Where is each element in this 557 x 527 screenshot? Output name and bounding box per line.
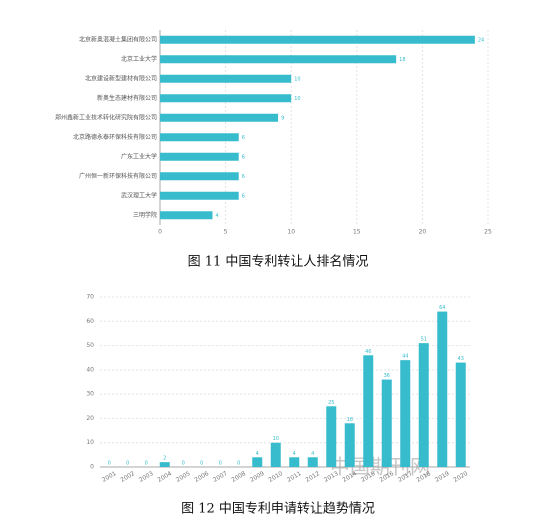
bar bbox=[160, 113, 279, 122]
x-tick-label: 2009 bbox=[249, 470, 266, 484]
x-tick-label: 2006 bbox=[193, 470, 210, 484]
value-label: 4 bbox=[256, 451, 259, 457]
value-label: 10 bbox=[294, 76, 300, 82]
value-label: 0 bbox=[108, 461, 111, 467]
y-tick-label: 新奥生态建材有限公司 bbox=[97, 94, 157, 102]
bar bbox=[160, 55, 397, 64]
bar bbox=[381, 379, 392, 467]
y-tick-label: 60 bbox=[86, 318, 94, 325]
bar bbox=[326, 406, 337, 467]
x-tick-label: 2001 bbox=[101, 470, 118, 484]
value-label: 4 bbox=[293, 451, 296, 457]
x-tick-label: 0 bbox=[158, 229, 162, 236]
x-tick-label: 2003 bbox=[138, 470, 155, 484]
y-tick-label: 武汉理工大学 bbox=[121, 191, 157, 199]
y-tick-label: 30 bbox=[86, 391, 94, 398]
value-label: 51 bbox=[421, 337, 427, 343]
y-tick-label: 40 bbox=[86, 366, 94, 373]
x-tick-label: 2007 bbox=[212, 470, 229, 484]
bar bbox=[344, 423, 355, 467]
y-tick-label: 北京工业大学 bbox=[121, 55, 157, 63]
x-tick-label: 2019 bbox=[434, 470, 451, 484]
bar bbox=[307, 457, 318, 467]
bar bbox=[363, 355, 374, 467]
value-label: 25 bbox=[328, 400, 334, 406]
value-label: 10 bbox=[273, 436, 279, 442]
x-tick-label: 25 bbox=[484, 229, 492, 236]
bar bbox=[160, 74, 292, 83]
value-label: 0 bbox=[237, 461, 240, 467]
bar bbox=[160, 152, 239, 161]
bar bbox=[270, 442, 281, 467]
y-tick-label: 20 bbox=[86, 415, 94, 422]
y-tick-label: 三明学院 bbox=[133, 211, 157, 219]
value-label: 24 bbox=[478, 37, 484, 43]
x-tick-label: 10 bbox=[287, 229, 295, 236]
bar bbox=[160, 133, 239, 142]
bar bbox=[252, 457, 263, 467]
value-label: 64 bbox=[439, 305, 445, 311]
x-tick-label: 15 bbox=[353, 229, 361, 236]
y-tick-label: 广东工业大学 bbox=[121, 152, 157, 160]
value-label: 0 bbox=[126, 461, 129, 467]
y-tick-label: 70 bbox=[86, 294, 94, 301]
value-label: 10 bbox=[294, 96, 300, 102]
bar bbox=[160, 35, 475, 44]
figure-caption: 图 11 中国专利转让人排名情况 bbox=[188, 254, 369, 270]
y-tick-label: 北京建设新型建材有限公司 bbox=[85, 74, 157, 82]
y-tick-label: 郑州鑫新工业技术转化研究院有限公司 bbox=[55, 113, 157, 121]
y-tick-label: 北京路德永泰环保科技有限公司 bbox=[73, 133, 157, 141]
y-tick-label: 10 bbox=[86, 439, 94, 446]
value-label: 4 bbox=[311, 451, 314, 457]
bar bbox=[418, 343, 429, 467]
x-tick-label: 2013 bbox=[323, 470, 340, 484]
value-label: 46 bbox=[365, 349, 371, 355]
bar bbox=[160, 94, 292, 103]
x-tick-label: 5 bbox=[224, 229, 228, 236]
x-tick-label: 2011 bbox=[286, 470, 303, 484]
value-label: 18 bbox=[347, 417, 353, 423]
value-label: 6 bbox=[242, 174, 245, 180]
value-label: 44 bbox=[402, 354, 408, 360]
bar bbox=[289, 457, 300, 467]
x-tick-label: 2012 bbox=[304, 470, 321, 484]
value-label: 2 bbox=[163, 456, 166, 462]
bar bbox=[160, 191, 239, 200]
value-label: 0 bbox=[182, 461, 185, 467]
bar bbox=[400, 360, 411, 467]
y-tick-label: 北京新奥混凝土集团有限公司 bbox=[79, 35, 157, 43]
x-tick-label: 2020 bbox=[452, 470, 469, 484]
value-label: 43 bbox=[458, 356, 464, 362]
value-label: 36 bbox=[384, 373, 390, 379]
value-label: 4 bbox=[215, 213, 218, 219]
x-tick-label: 2010 bbox=[267, 470, 284, 484]
value-label: 9 bbox=[281, 115, 284, 121]
x-tick-label: 20 bbox=[419, 229, 427, 236]
x-tick-label: 2005 bbox=[175, 470, 192, 484]
bar bbox=[160, 211, 213, 220]
y-tick-label: 广州恒一新环保科技有限公司 bbox=[79, 172, 157, 180]
value-label: 0 bbox=[145, 461, 148, 467]
value-label: 6 bbox=[242, 135, 245, 141]
y-tick-label: 50 bbox=[86, 342, 94, 349]
bar bbox=[437, 311, 448, 467]
x-tick-label: 2004 bbox=[156, 470, 173, 484]
value-label: 0 bbox=[219, 461, 222, 467]
value-label: 6 bbox=[242, 154, 245, 160]
bar bbox=[160, 172, 239, 181]
value-label: 0 bbox=[200, 461, 203, 467]
bar bbox=[159, 462, 170, 467]
x-tick-label: 2008 bbox=[230, 470, 247, 484]
x-tick-label: 2002 bbox=[119, 470, 136, 484]
y-tick-label: 0 bbox=[90, 464, 94, 471]
figure-caption: 图 12 中国专利申请转让趋势情况 bbox=[181, 501, 375, 517]
value-label: 6 bbox=[242, 193, 245, 199]
bar bbox=[455, 362, 466, 467]
value-label: 18 bbox=[399, 57, 405, 63]
